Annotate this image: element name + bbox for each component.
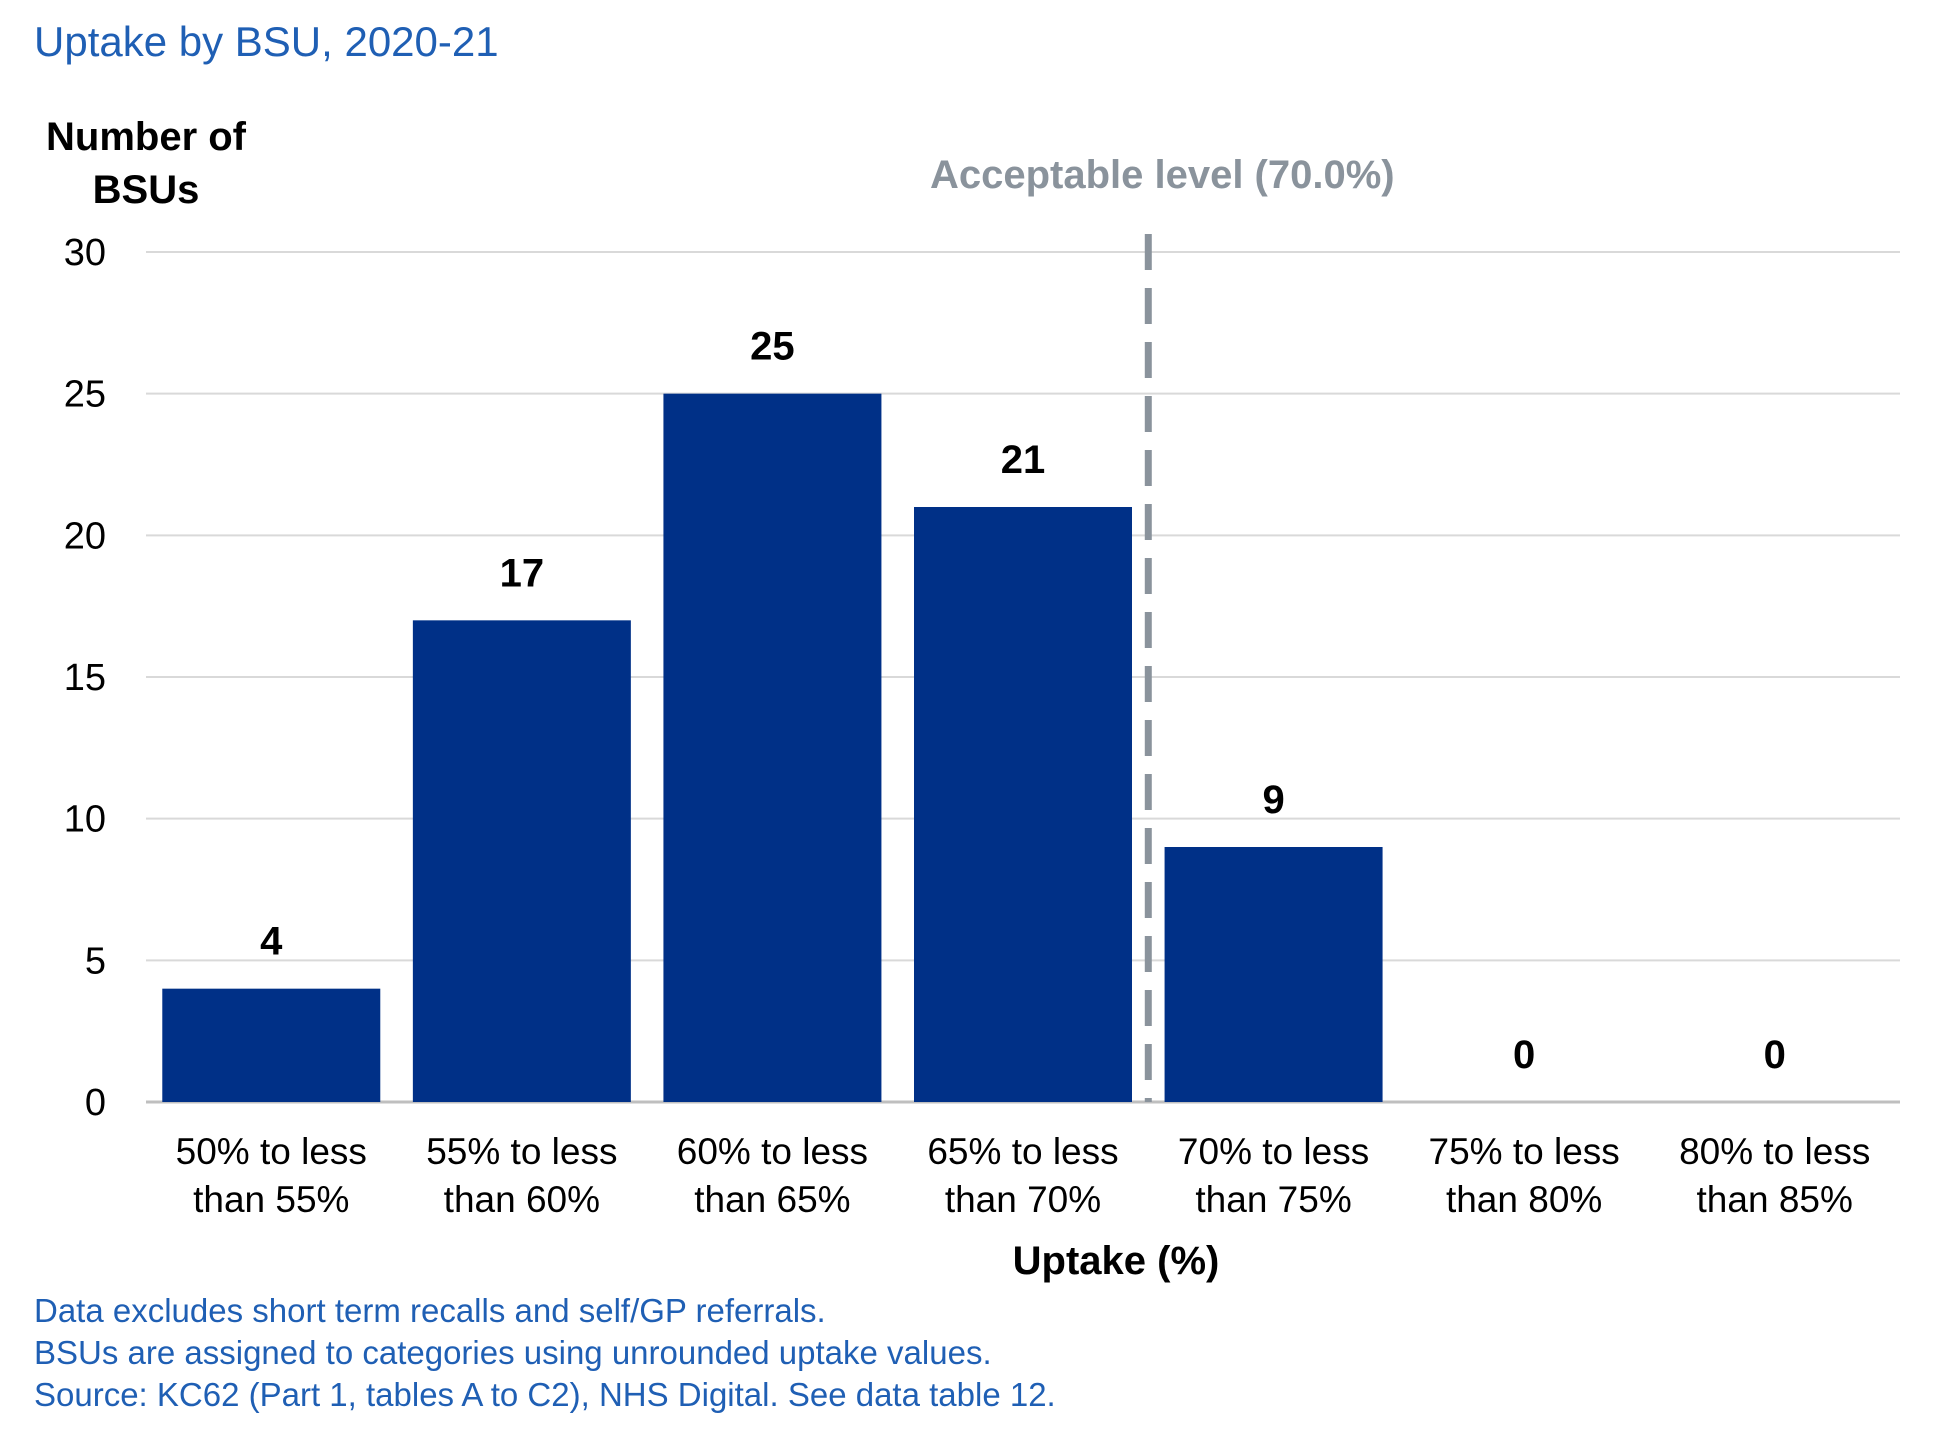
y-axis-title-line: Number of — [46, 115, 247, 159]
y-tick-label: 10 — [64, 799, 106, 841]
bars — [162, 393, 1383, 1103]
data-label: 9 — [1262, 778, 1284, 822]
y-tick-label: 25 — [64, 374, 106, 416]
note-line: Source: KC62 (Part 1, tables A to C2), N… — [34, 1376, 1056, 1413]
x-tick-label: than 70% — [945, 1179, 1101, 1220]
chart-title: Uptake by BSU, 2020-21 — [34, 18, 499, 65]
x-tick-label: than 75% — [1195, 1179, 1351, 1220]
note-line: Data excludes short term recalls and sel… — [34, 1292, 826, 1329]
bar — [663, 393, 882, 1103]
bar — [914, 507, 1132, 1102]
x-tick-label: 80% to less — [1679, 1131, 1870, 1172]
data-label: 0 — [1764, 1033, 1786, 1077]
y-tick-label: 20 — [64, 515, 106, 557]
y-tick-label: 15 — [64, 657, 106, 699]
x-tick-label: 50% to less — [176, 1131, 367, 1172]
data-label: 0 — [1513, 1033, 1535, 1077]
data-label: 17 — [500, 551, 545, 595]
y-tick-label: 30 — [64, 232, 106, 274]
x-tick-label: than 60% — [444, 1179, 600, 1220]
data-labels: 4 17 25 21 9 0 0 — [260, 325, 1786, 1077]
y-tick-label: 0 — [85, 1082, 106, 1124]
bar — [162, 988, 381, 1102]
bar — [412, 620, 631, 1102]
x-tick-label: than 55% — [193, 1179, 349, 1220]
data-label: 25 — [750, 325, 795, 369]
x-tick-label: than 65% — [694, 1179, 850, 1220]
x-axis-title: Uptake (%) — [1013, 1239, 1220, 1283]
note-line: BSUs are assigned to categories using un… — [34, 1334, 992, 1371]
x-tick-label: 55% to less — [426, 1131, 617, 1172]
data-label: 21 — [1001, 438, 1046, 482]
x-tick-label: than 80% — [1446, 1179, 1602, 1220]
y-axis-title-line: BSUs — [93, 168, 200, 212]
y-tick-label: 5 — [85, 940, 106, 982]
y-axis-ticks: 0 5 10 15 20 25 30 — [64, 232, 106, 1124]
reference-line-group: Acceptable level (70.0%) — [930, 153, 1395, 1102]
data-label: 4 — [260, 920, 283, 964]
x-tick-label: 65% to less — [927, 1131, 1118, 1172]
x-tick-label: 70% to less — [1178, 1131, 1369, 1172]
chart-notes: Data excludes short term recalls and sel… — [34, 1290, 1056, 1416]
x-tick-label: 75% to less — [1429, 1131, 1620, 1172]
x-axis-categories: 50% to less than 55% 55% to less than 60% 60… — [176, 1131, 1871, 1220]
y-axis-title: Number of BSUs — [46, 115, 247, 212]
bar — [1164, 847, 1383, 1102]
x-tick-label: than 85% — [1697, 1179, 1853, 1220]
x-tick-label: 60% to less — [677, 1131, 868, 1172]
x-axis-title-text: Uptake (%) — [1013, 1239, 1220, 1283]
reference-line-label: Acceptable level (70.0%) — [930, 153, 1395, 197]
